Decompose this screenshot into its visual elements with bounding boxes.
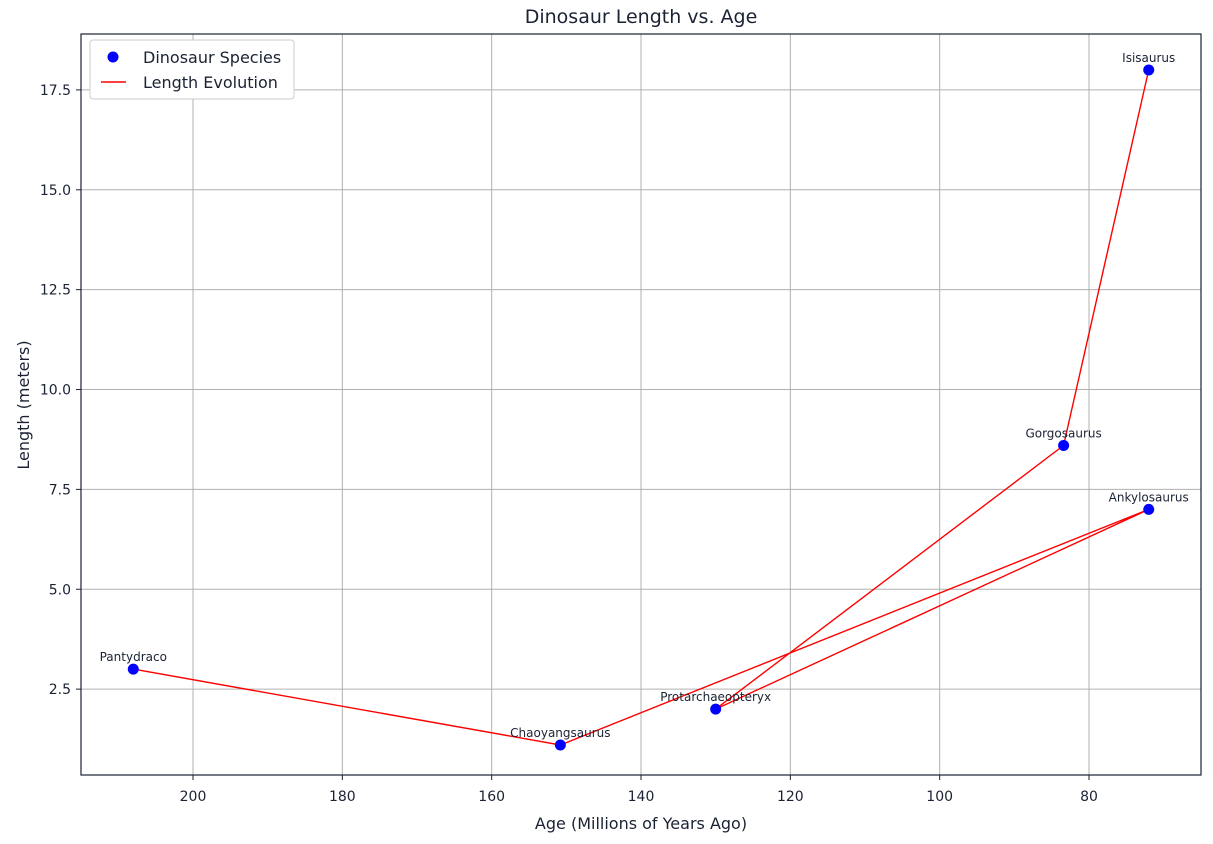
y-tick-label: 5.0 (49, 582, 71, 598)
legend-scatter-marker (107, 51, 119, 63)
legend-entry-length-evolution: Length Evolution (143, 73, 278, 92)
length-evolution-line (133, 69, 1150, 746)
x-tick-label: 200 (180, 789, 207, 805)
data-point-chaoyangsaurus (554, 739, 566, 751)
x-tick-label: 140 (628, 789, 655, 805)
scatter-series (127, 64, 1155, 751)
point-label-pantydraco: Pantydraco (100, 650, 167, 664)
data-point-pantydraco (127, 663, 139, 675)
data-point-gorgosaurus (1058, 439, 1070, 451)
y-tick-label: 2.5 (49, 682, 71, 698)
point-label-ankylosaurus: Ankylosaurus (1109, 490, 1189, 504)
grid-lines (81, 34, 1201, 775)
data-point-ankylosaurus (1143, 503, 1155, 515)
y-axis-ticks: 2.5 5.0 7.5 10.0 12.5 15.0 17.5 (40, 83, 81, 698)
point-label-chaoyangsaurus: Chaoyangsaurus (510, 726, 610, 740)
chart-title: Dinosaur Length vs. Age (525, 6, 758, 28)
data-point-protarchaeopteryx (710, 703, 722, 715)
x-tick-label: 80 (1080, 789, 1098, 805)
x-tick-label: 180 (329, 789, 356, 805)
x-tick-label: 160 (478, 789, 505, 805)
legend: Dinosaur Species Length Evolution (89, 39, 295, 100)
y-axis-label: Length (meters) (14, 340, 33, 469)
x-tick-label: 100 (926, 789, 953, 805)
x-axis-label: Age (Millions of Years Ago) (535, 814, 747, 833)
y-tick-label: 17.5 (40, 83, 71, 99)
point-labels: Pantydraco Chaoyangsaurus Protarchaeoptery… (100, 51, 1189, 740)
point-label-isisaurus: Isisaurus (1122, 51, 1175, 65)
legend-box (89, 39, 295, 100)
line-series (133, 69, 1150, 746)
y-tick-label: 12.5 (40, 283, 71, 299)
x-tick-label: 120 (777, 789, 804, 805)
y-tick-label: 10.0 (40, 383, 71, 399)
x-axis-ticks: 200 180 160 140 120 100 80 (180, 775, 1098, 805)
point-label-gorgosaurus: Gorgosaurus (1025, 426, 1101, 440)
data-point-isisaurus (1143, 64, 1155, 76)
point-label-protarchaeopteryx: Protarchaeopteryx (660, 690, 771, 704)
y-tick-label: 15.0 (40, 183, 71, 199)
y-tick-label: 7.5 (49, 482, 71, 498)
legend-entry-dinosaur-species: Dinosaur Species (143, 48, 281, 67)
